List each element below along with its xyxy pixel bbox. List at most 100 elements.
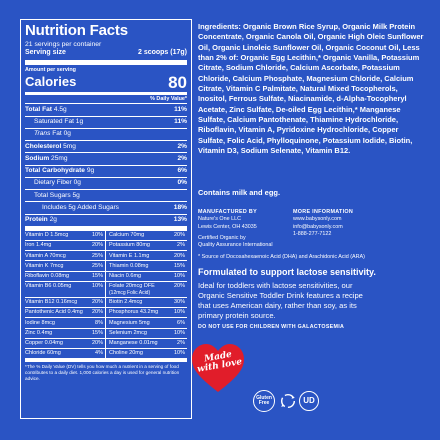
nutrient-name: Cholesterol 5mg bbox=[25, 142, 76, 150]
vitamin-mineral-cell: Magnesium 5mg 6% bbox=[106, 318, 187, 329]
servings-per-container: 21 servings per container bbox=[25, 40, 102, 48]
calories-row: Calories 80 bbox=[25, 74, 187, 95]
nutrient-daily-value: 13% bbox=[173, 216, 187, 224]
gluten-free-line-1: Gluten bbox=[256, 395, 272, 401]
nutrient-name: Total Carbohydrate 9g bbox=[25, 167, 95, 175]
nutrient-row: Trans Fat 0g bbox=[25, 129, 187, 142]
nutrient-name: Sodium 25mg bbox=[25, 154, 68, 162]
nutrient-name: Includes 5g Added Sugars bbox=[42, 203, 119, 211]
vitamin-mineral-cell: Riboflavin 0.08mg 15% bbox=[25, 271, 106, 282]
serving-size-row: Serving size 2 scoops (17g) bbox=[25, 49, 187, 65]
vitamin-daily-value: 2% bbox=[177, 242, 185, 249]
nutrient-daily-value: 11% bbox=[174, 118, 187, 126]
nutrient-amount: 5mg bbox=[63, 142, 76, 150]
daily-value-header: % Daily Value* bbox=[25, 95, 187, 105]
vitamin-mineral-cell: Potassium 80mg 2% bbox=[106, 241, 187, 252]
serving-size-value: 2 scoops (17g) bbox=[137, 49, 187, 57]
vitamin-daily-value: 10% bbox=[173, 309, 185, 316]
vitamin-mineral-cell: Vitamin D 1.5mcg 10% bbox=[25, 230, 106, 242]
vitamin-mineral-cell: Biotin 2.4mcg 30% bbox=[106, 298, 187, 309]
website-link[interactable]: www.babysonly.com bbox=[293, 216, 342, 223]
vitamin-daily-value: 2% bbox=[177, 340, 185, 346]
ingredients-label: Ingredients: bbox=[198, 22, 241, 31]
nutrient-row: Total Fat 4.5g 11% bbox=[25, 104, 187, 117]
nutrient-name: Total Fat 4.5g bbox=[25, 105, 67, 113]
vitamin-name: Thiamin 0.08mg bbox=[109, 262, 149, 269]
certification-line: Certified Organic by bbox=[198, 234, 246, 241]
vitamin-mineral-cell: Vitamin B12 0.16mcg 20% bbox=[25, 297, 106, 309]
vitamin-name: Vitamin B6 0.05mg bbox=[25, 283, 72, 290]
vitamin-name: Vitamin D 1.5mcg bbox=[25, 232, 69, 239]
vitamin-mineral-cell: Phosphorus 43.2mg 10% bbox=[106, 308, 187, 319]
nutrient-amount: 2g bbox=[49, 216, 57, 224]
calories-value: 80 bbox=[168, 72, 187, 92]
kosher-dairy-badge: UD bbox=[299, 391, 319, 411]
vitamin-name: Folate 20mcg DFE (12mcg Folic Acid) bbox=[109, 283, 155, 296]
galactosemia-warning: DO NOT USE FOR CHILDREN WITH GALACTOSEMI… bbox=[198, 324, 345, 330]
vitamin-name: Iron 1.4mg bbox=[25, 242, 52, 249]
ingredients-text: Ingredients: Organic Brown Rice Syrup, O… bbox=[198, 22, 424, 156]
vitamin-mineral-cell: Vitamin E 1.1mg 20% bbox=[106, 251, 187, 262]
vitamin-daily-value: 20% bbox=[91, 340, 103, 346]
certification-line: Quality Assurance International bbox=[198, 242, 273, 249]
nutrient-row: Total Sugars 5g bbox=[25, 190, 187, 203]
calories-label: Calories bbox=[25, 74, 77, 90]
nutrient-row: Includes 5g Added Sugars 18% bbox=[25, 202, 187, 215]
nutrient-daily-value: 18% bbox=[173, 203, 187, 211]
manufacturer-line: Lewis Center, OH 43035 bbox=[198, 223, 257, 230]
nutrient-name: Protein 2g bbox=[25, 216, 57, 224]
more-info-heading: MORE INFORMATION bbox=[293, 209, 354, 215]
recycle-icon bbox=[280, 393, 296, 409]
vitamin-mineral-cell: Copper 0.04mg 20% bbox=[25, 338, 106, 349]
vitamin-mineral-cell: Chloride 60mg 4% bbox=[25, 348, 106, 360]
nutrient-rows: Total Fat 4.5g 11% Saturated Fat 1g 11% Tran… bbox=[25, 104, 187, 231]
vitamin-daily-value: 20% bbox=[91, 309, 103, 316]
vitamin-daily-value: 4% bbox=[95, 350, 103, 357]
vitamin-daily-value: 15% bbox=[91, 329, 103, 336]
nutrient-row: Saturated Fat 1g 11% bbox=[25, 117, 187, 129]
vitamin-daily-value: 20% bbox=[173, 283, 185, 290]
vitamin-daily-value: 10% bbox=[91, 232, 103, 239]
vitamin-name: Magnesium 5mg bbox=[109, 319, 150, 326]
nutrient-row: Protein 2g 13% bbox=[25, 215, 187, 231]
vitamin-mineral-cell: Niacin 0.6mg 10% bbox=[106, 272, 187, 282]
nutrient-amount: 9g bbox=[86, 167, 95, 175]
manufacturer-block: MANUFACTURED BY Nature's One LLC Lewis C… bbox=[198, 209, 288, 249]
vitamin-daily-value: 15% bbox=[173, 262, 185, 269]
nutrient-daily-value: 2% bbox=[177, 142, 187, 150]
vitamin-daily-value: 20% bbox=[91, 242, 103, 249]
nutrient-row: Cholesterol 5mg 2% bbox=[25, 141, 187, 154]
nutrient-row: Sodium 25mg 2% bbox=[25, 153, 187, 166]
gluten-free-badge: Gluten Free bbox=[253, 390, 275, 412]
vitamin-mineral-cell: Calcium 70mg 20% bbox=[106, 231, 187, 242]
vitamin-mineral-cell: Thiamin 0.08mg 15% bbox=[106, 261, 187, 272]
vitamin-name: Riboflavin 0.08mg bbox=[25, 272, 70, 279]
amount-per-serving: Amount per serving bbox=[25, 66, 76, 73]
vitamin-daily-value: 10% bbox=[173, 329, 185, 336]
vitamin-mineral-cell: Vitamin B6 0.05mg 10% bbox=[25, 281, 106, 298]
nutrient-daily-value: 6% bbox=[177, 167, 187, 175]
nutrient-name: Trans Fat 0g bbox=[34, 130, 71, 138]
email-link[interactable]: info@babysonly.com bbox=[293, 223, 343, 230]
nutrient-amount: 0g bbox=[63, 130, 71, 138]
ingredients-list: Organic Brown Rice Syrup, Organic Milk P… bbox=[198, 22, 424, 156]
manufacturer-heading: MANUFACTURED BY bbox=[198, 209, 258, 215]
vitamin-mineral-cell: Choline 20mg 10% bbox=[106, 349, 187, 360]
vitamin-daily-value: 25% bbox=[91, 252, 103, 259]
serving-size-label: Serving size bbox=[25, 49, 66, 57]
vitamin-name: Zinc 0.4mg bbox=[25, 329, 53, 336]
vitamin-name: Selenium 2mcg bbox=[109, 329, 147, 336]
vitamin-name: Pantothenic Acid 0.4mg bbox=[25, 309, 83, 316]
nutrition-title: Nutrition Facts bbox=[25, 22, 128, 39]
vitamin-daily-value: 25% bbox=[91, 262, 103, 269]
vitamin-daily-value: 10% bbox=[173, 272, 185, 279]
nutrient-daily-value: 0% bbox=[177, 179, 187, 187]
vitamin-daily-value: 20% bbox=[173, 252, 185, 259]
vitamin-mineral-cell: Iodine 8mcg 8% bbox=[25, 318, 106, 329]
nutrition-facts-panel: Nutrition Facts 21 servings per containe… bbox=[20, 19, 192, 419]
phone-number: 1-888-277-7122 bbox=[293, 230, 332, 237]
nutrient-amount: 1g bbox=[75, 118, 84, 126]
daily-value-footnote: *The % Daily Value (DV) tells you how mu… bbox=[25, 364, 180, 381]
lactose-support-title: Formulated to support lactose sensitivit… bbox=[198, 267, 376, 277]
vitamin-mineral-cell: Vitamin A 70mcg 25% bbox=[25, 251, 106, 262]
